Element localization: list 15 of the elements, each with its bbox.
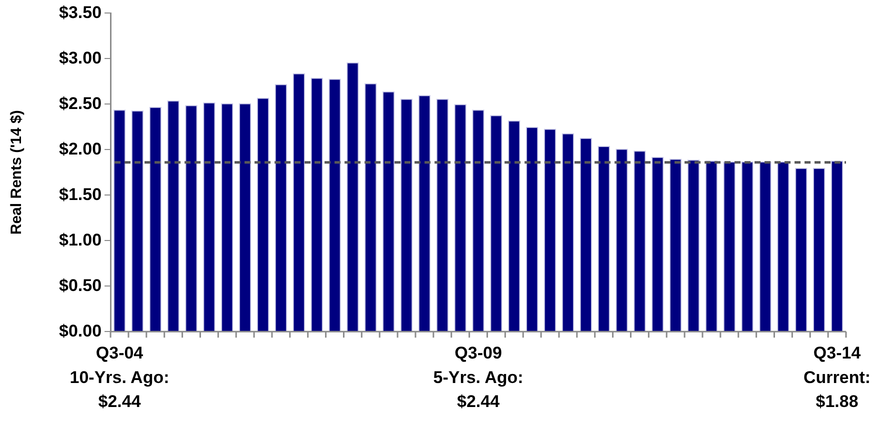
x-tick-label: Q3-14 — [813, 343, 862, 362]
y-tick-label: $1.00 — [58, 230, 102, 250]
y-tick-label: $0.50 — [58, 276, 102, 295]
y-tick-label: $3.50 — [58, 2, 102, 22]
text: Current: $1.88 — [804, 368, 871, 411]
text: 10-Yrs. Ago: $2.44 — [70, 368, 170, 411]
y-tick-label: $1.50 — [58, 184, 102, 204]
y-tick-label: $0.00 — [58, 321, 102, 340]
y-axis-title: Real Rents ('14 $) — [8, 110, 26, 235]
x-tick-label: Q3-04 — [96, 343, 144, 362]
y-tick-label: $2.50 — [58, 94, 102, 113]
x-tick-label: Q3-09 — [454, 343, 502, 362]
y-tick-label: $2.00 — [58, 139, 102, 158]
text: 5-Yrs. Ago: $2.44 — [433, 368, 524, 411]
y-tick-label: $3.00 — [58, 48, 102, 68]
